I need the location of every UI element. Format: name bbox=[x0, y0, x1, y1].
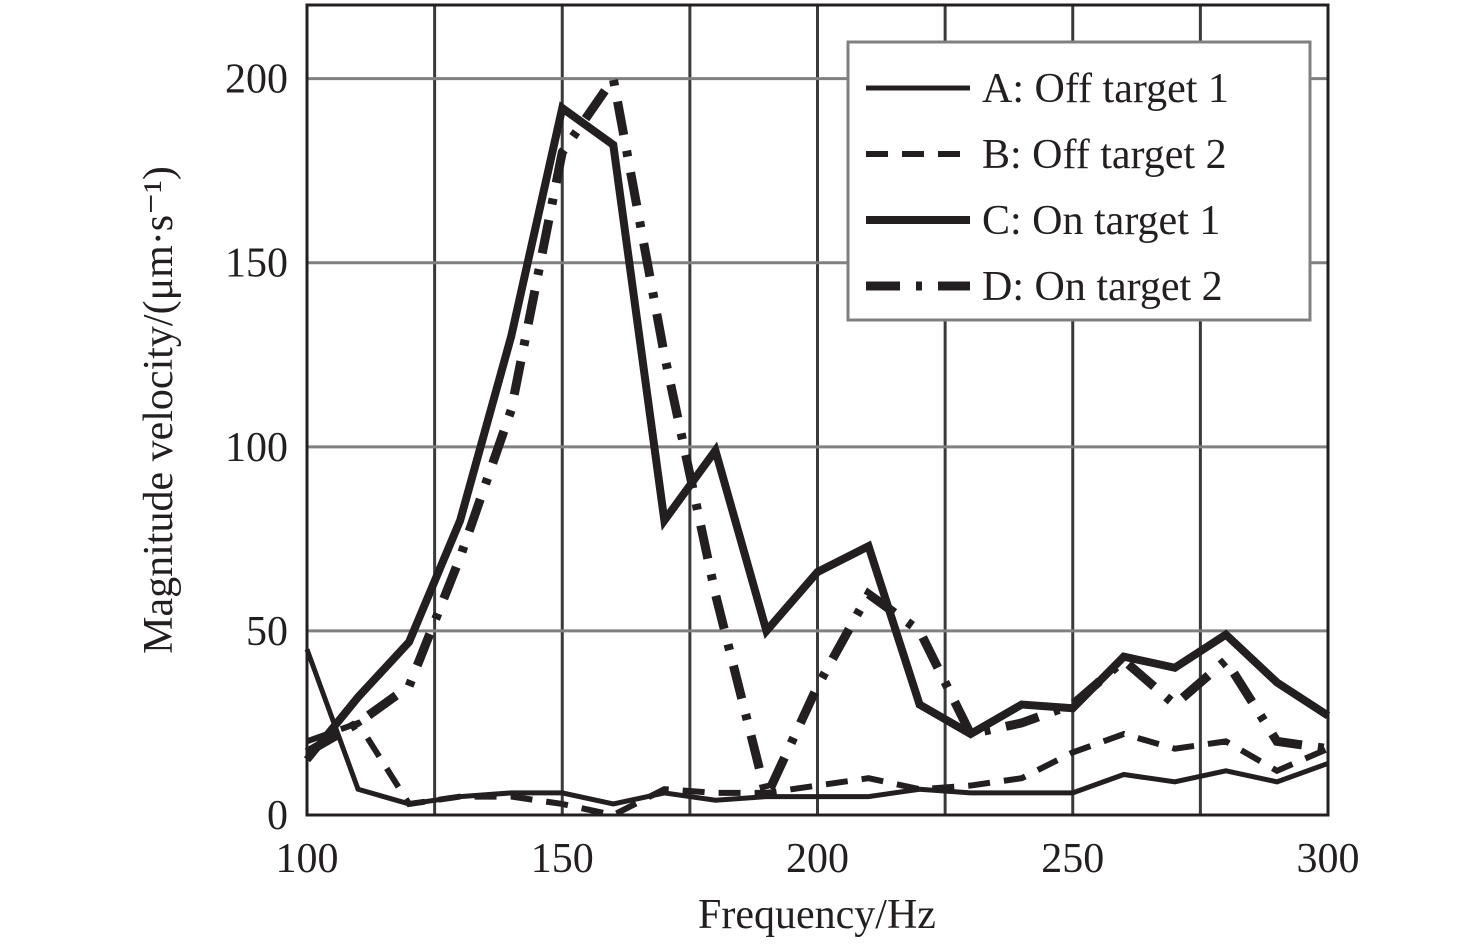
y-axis-label: Magnitude velocity/(μm·s⁻¹) bbox=[136, 166, 182, 654]
x-tick-labels: 100 150 200 250 300 bbox=[276, 836, 1360, 882]
legend: A: Off target 1 B: Off target 2 C: On targ… bbox=[846, 40, 1312, 322]
y-tick-label: 0 bbox=[267, 793, 288, 839]
legend-label: D: On target 2 bbox=[982, 264, 1223, 310]
x-tick-label: 150 bbox=[531, 836, 594, 882]
legend-label: A: Off target 1 bbox=[982, 66, 1229, 112]
legend-label: B: Off target 2 bbox=[982, 132, 1227, 178]
plot-frame bbox=[305, 3, 1330, 817]
legend-label: C: On target 1 bbox=[982, 198, 1220, 244]
series-lines bbox=[303, 67, 1331, 819]
series-line-d bbox=[304, 67, 1329, 811]
y-tick-label: 50 bbox=[246, 609, 288, 655]
x-tick-label: 300 bbox=[1297, 836, 1360, 882]
x-tick-label: 250 bbox=[1041, 836, 1104, 882]
y-tick-label: 100 bbox=[225, 425, 288, 471]
y-tick-labels: 0 50 100 150 200 bbox=[225, 57, 288, 839]
series-line-b bbox=[305, 719, 1330, 819]
x-axis-label: Frequency/Hz bbox=[698, 892, 936, 938]
series-line-c bbox=[303, 101, 1331, 763]
y-tick-label: 150 bbox=[225, 241, 288, 287]
x-tick-label: 100 bbox=[276, 836, 339, 882]
legend-box bbox=[846, 40, 1312, 322]
y-tick-label: 200 bbox=[225, 57, 288, 103]
x-tick-label: 200 bbox=[786, 836, 849, 882]
